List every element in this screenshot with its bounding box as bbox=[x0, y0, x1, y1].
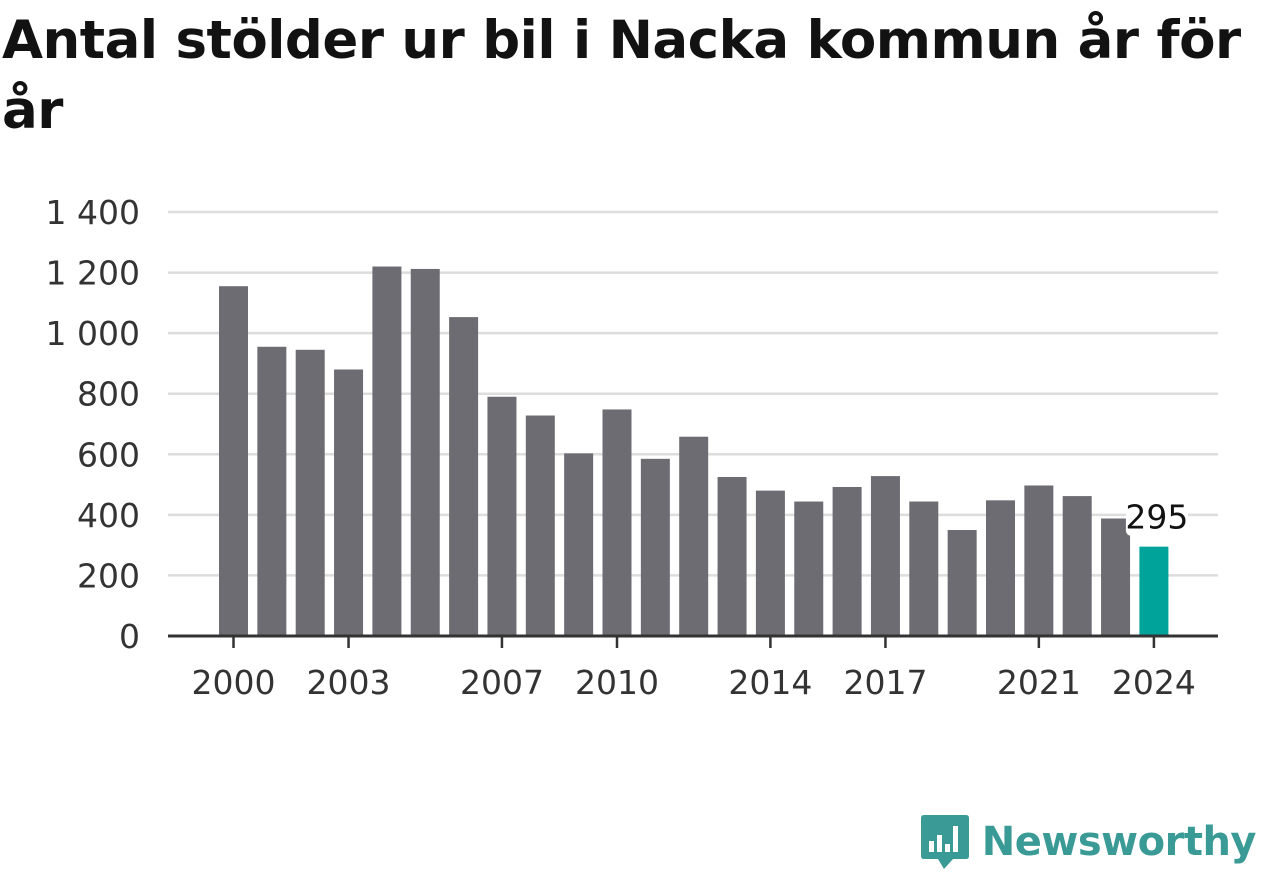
bar-2016 bbox=[832, 486, 862, 636]
y-tick-label: 0 bbox=[119, 617, 140, 656]
bar-2021 bbox=[1024, 485, 1054, 636]
bar-2023 bbox=[1101, 518, 1131, 636]
x-tick-label: 2024 bbox=[1112, 663, 1196, 702]
bar-2010 bbox=[602, 409, 632, 636]
x-tick-label: 2000 bbox=[192, 663, 276, 702]
y-tick-label: 200 bbox=[77, 556, 140, 595]
chart-title: Antal stölder ur bil i Nacka kommun år f… bbox=[2, 10, 1241, 141]
bar-2005 bbox=[410, 268, 440, 636]
bar-2012 bbox=[679, 436, 709, 636]
x-axis: 2000 2003 2007 2010 2014 2017 2021 2024 bbox=[168, 634, 1218, 702]
bar-2004 bbox=[372, 266, 402, 636]
bar-2013 bbox=[717, 477, 747, 636]
bar-2008 bbox=[525, 415, 555, 636]
newsworthy-logo: Newsworthy bbox=[920, 813, 1257, 871]
bar-2000 bbox=[219, 286, 248, 636]
x-tick-label: 2010 bbox=[575, 663, 659, 702]
x-tick-label: 2007 bbox=[460, 663, 544, 702]
y-tick-label: 800 bbox=[77, 375, 140, 414]
bar-2003 bbox=[334, 369, 364, 636]
bar-2006 bbox=[449, 317, 479, 636]
bar-2014 bbox=[755, 490, 785, 636]
bar-2011 bbox=[640, 458, 670, 636]
bar-2019 bbox=[947, 530, 977, 636]
x-tick-label: 2014 bbox=[728, 663, 812, 702]
data-label-background bbox=[1125, 501, 1188, 536]
bar-2018 bbox=[909, 501, 939, 636]
y-tick-label: 1 000 bbox=[46, 314, 140, 353]
bar-2022 bbox=[1062, 496, 1092, 636]
y-tick-label: 1 400 bbox=[46, 193, 140, 232]
bars bbox=[219, 266, 1169, 636]
x-tick-label: 2003 bbox=[307, 663, 391, 702]
bar-2009 bbox=[564, 453, 594, 636]
y-tick-label: 600 bbox=[77, 435, 140, 474]
bar-2002 bbox=[295, 349, 325, 636]
x-tick-label: 2017 bbox=[843, 663, 927, 702]
bar-2017 bbox=[870, 476, 900, 636]
bar-2020 bbox=[986, 500, 1015, 636]
brand-name: Newsworthy bbox=[981, 819, 1257, 865]
data-label: 295 bbox=[1125, 498, 1188, 537]
bar-2015 bbox=[794, 501, 824, 636]
y-tick-label: 1 200 bbox=[46, 254, 140, 293]
bar-chart-speech-bubble-icon bbox=[920, 815, 969, 869]
x-tick-label: 2021 bbox=[997, 663, 1081, 702]
bar-2007 bbox=[487, 396, 517, 636]
data-labels: 295 bbox=[1125, 498, 1188, 537]
bar-2001 bbox=[257, 346, 287, 636]
bar-2024 bbox=[1139, 546, 1169, 636]
y-axis-tick-labels: 0 200 400 600 800 1 000 1 200 1 400 bbox=[46, 193, 140, 656]
y-tick-label: 400 bbox=[77, 496, 140, 535]
